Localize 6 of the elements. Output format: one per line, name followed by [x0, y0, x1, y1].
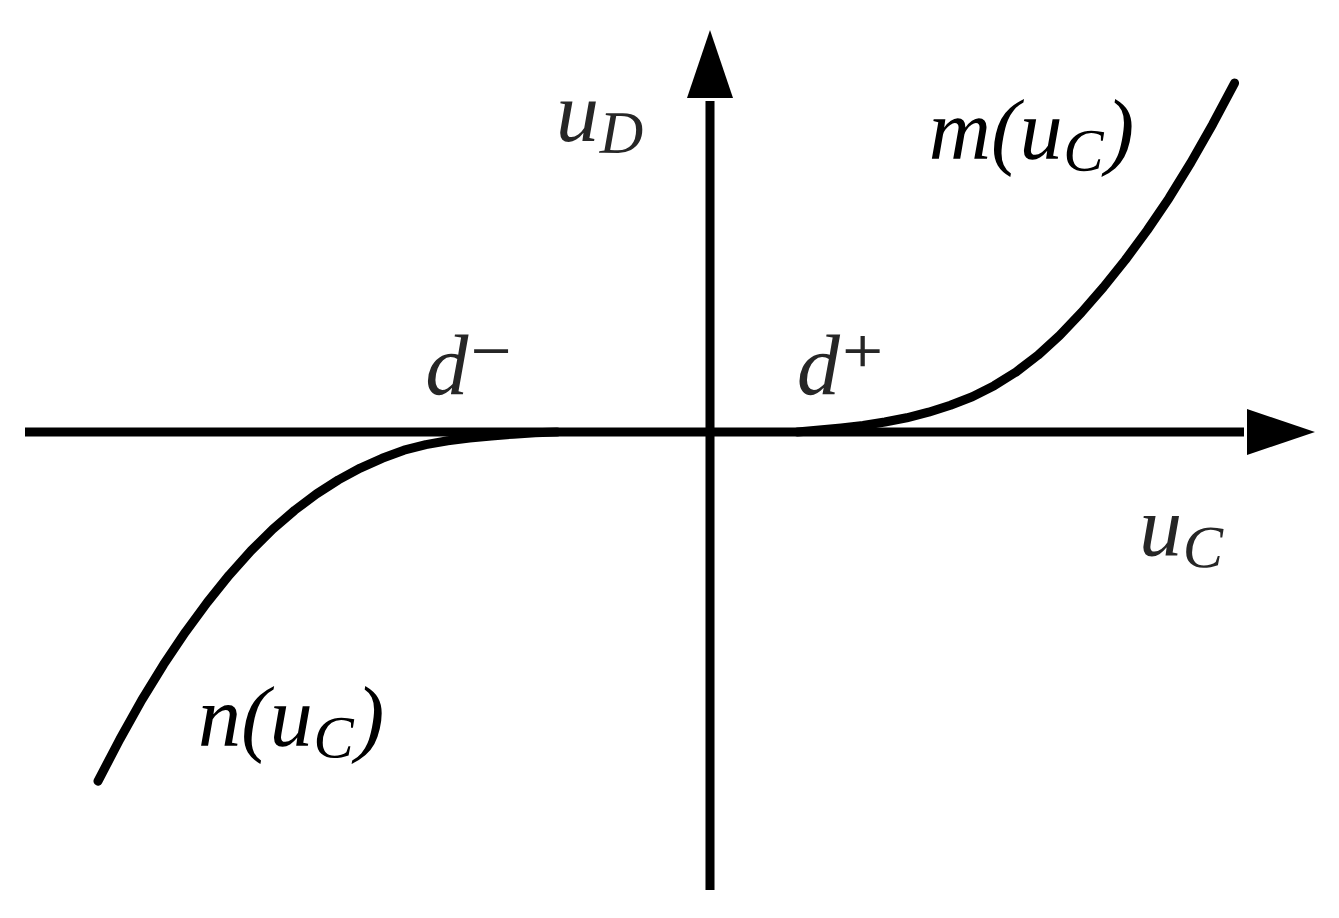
- series-label: m(u$_{C}$): [931, 99, 1132, 178]
- x-tick-label: d⁺: [799, 334, 880, 396]
- x-tick-label: d⁻: [427, 334, 509, 396]
- x-axis-title: u$_{C}$: [1143, 515, 1224, 568]
- y-axis-title: u$_{D}$: [560, 101, 643, 153]
- series-label: n(u$_{C}$): [201, 685, 382, 765]
